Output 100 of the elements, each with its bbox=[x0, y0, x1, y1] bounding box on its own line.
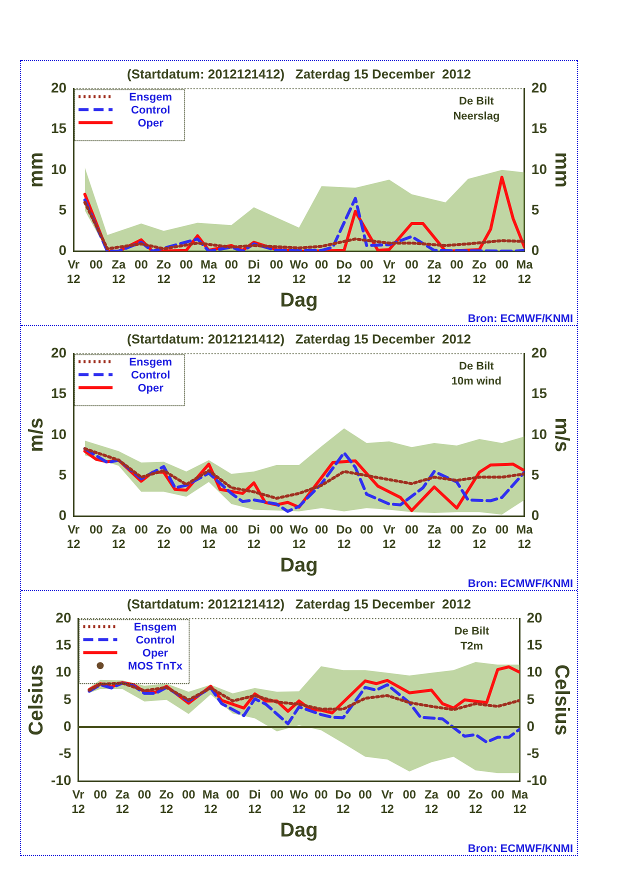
x-tick-label: Do 12 bbox=[336, 522, 352, 552]
x-tick-label: Vr 12 bbox=[66, 258, 81, 286]
y2-tick-label: 20 bbox=[526, 609, 543, 626]
x-tick-label: 00 bbox=[270, 788, 284, 802]
y-tick-label: 10 bbox=[56, 664, 72, 680]
x-tick-label: Vr 12 bbox=[380, 788, 394, 816]
y-tick-label: 0 bbox=[58, 507, 67, 524]
legend-label: Ensgem bbox=[129, 92, 172, 104]
chart-title: (Startdatum: 2012121412) Zaterdag 15 December 2012 bbox=[127, 596, 471, 612]
y2-tick-label: 5 bbox=[526, 690, 535, 707]
x-tick-label: Di 12 bbox=[248, 788, 262, 816]
x-tick-label: 00 bbox=[491, 788, 505, 802]
annotation: De Bilt bbox=[454, 626, 490, 638]
y2-tick-label: 15 bbox=[531, 385, 548, 402]
x-tick-label: 00 bbox=[270, 258, 284, 272]
text: Bron: ECMWF/KNMI bbox=[468, 843, 573, 855]
x-tick-label: Wo 12 bbox=[290, 788, 308, 816]
x-tick-label: 00 bbox=[182, 788, 196, 802]
y2-tick-label: 0 bbox=[531, 507, 540, 524]
y2-axis-title: Celsius bbox=[550, 664, 572, 736]
x-tick-label: Ma 12 bbox=[200, 522, 218, 552]
x-tick-label: Zo 12 bbox=[156, 258, 172, 286]
y2-tick-label: 10 bbox=[531, 426, 548, 442]
x-tick-label: 00 bbox=[224, 522, 238, 537]
x-tick-label: Do 12 bbox=[336, 258, 352, 286]
x-tick-label: 00 bbox=[89, 522, 104, 537]
x-tick-label: 00 bbox=[446, 788, 461, 802]
x-tick-label: 00 bbox=[180, 258, 194, 272]
x-tick-label: Ma 12 bbox=[200, 258, 218, 286]
line-series bbox=[88, 682, 520, 744]
y-tick-label: 10 bbox=[50, 160, 67, 177]
annotation: De Bilt bbox=[459, 360, 494, 373]
x-axis-title: Dag bbox=[280, 554, 318, 577]
y2-tick-label: 20 bbox=[531, 79, 548, 96]
y2-tick-label: 0 bbox=[531, 242, 540, 258]
y2-tick-label: 5 bbox=[531, 466, 540, 482]
x-tick-label: 00 bbox=[358, 788, 372, 802]
x-tick-label: 00 bbox=[134, 522, 148, 537]
x-tick-label: Za 12 bbox=[112, 522, 126, 552]
x-axis-title: Dag bbox=[280, 290, 318, 312]
y-tick-label: 20 bbox=[50, 79, 67, 96]
x-tick-label: Ma 12 bbox=[511, 788, 528, 816]
x-tick-label: Za 12 bbox=[427, 258, 442, 286]
legend-label: Ensgem bbox=[134, 622, 177, 634]
annotation: T2m bbox=[460, 640, 484, 653]
y2-tick-label: 10 bbox=[531, 160, 548, 177]
y2-axis-title: m/s bbox=[550, 418, 572, 452]
line-series bbox=[88, 682, 520, 712]
x-tick-label: Do 12 bbox=[335, 788, 352, 816]
legend-label: Control bbox=[131, 370, 170, 382]
y-axis-title: Celsius bbox=[26, 664, 48, 736]
y-tick-label: 20 bbox=[56, 609, 72, 626]
legend-label: Oper bbox=[138, 382, 164, 395]
x-tick-label: 00 bbox=[450, 522, 464, 537]
y-tick-label: -10 bbox=[51, 772, 72, 788]
y-tick-label: 15 bbox=[56, 636, 72, 653]
annotation: 10m wind bbox=[451, 376, 502, 388]
y2-tick-label: -5 bbox=[526, 744, 540, 761]
x-tick-label: 00 bbox=[138, 788, 152, 802]
x-tick-label: 00 bbox=[450, 258, 464, 272]
x-tick-label: 00 bbox=[224, 258, 238, 272]
x-tick-label: Za 12 bbox=[112, 258, 126, 286]
annotation: De Bilt bbox=[459, 96, 494, 108]
y2-tick-label: 15 bbox=[531, 120, 548, 136]
x-tick-label: 00 bbox=[134, 258, 148, 272]
x-tick-label: Za 12 bbox=[424, 788, 439, 816]
x-tick-label: 00 bbox=[270, 522, 284, 537]
y-tick-label: 5 bbox=[63, 690, 72, 707]
y2-tick-label: 20 bbox=[531, 344, 548, 360]
y2-axis-title: mm bbox=[550, 152, 572, 188]
y-tick-label: 0 bbox=[58, 242, 67, 258]
x-tick-label: 00 bbox=[360, 522, 374, 537]
y2-tick-label: 15 bbox=[526, 636, 543, 653]
x-tick-label: 00 bbox=[314, 258, 329, 272]
x-tick-label: Vr 12 bbox=[382, 522, 396, 552]
x-tick-label: Vr 12 bbox=[72, 788, 86, 816]
legend-label: Control bbox=[136, 634, 175, 647]
x-tick-label: Ma 12 bbox=[516, 522, 534, 552]
x-tick-label: Za 12 bbox=[115, 788, 130, 816]
x-tick-label: Ma 12 bbox=[516, 258, 534, 286]
text: Bron: ECMWF/KNMI bbox=[468, 313, 573, 325]
x-tick-label: Di 12 bbox=[247, 522, 261, 552]
y2-tick-label: 10 bbox=[526, 664, 543, 680]
x-tick-label: Za 12 bbox=[427, 522, 442, 552]
x-tick-label: Wo 12 bbox=[290, 258, 308, 286]
x-tick-label: Ma 12 bbox=[202, 788, 220, 816]
x-tick-label: 00 bbox=[495, 522, 509, 537]
y-tick-label: 0 bbox=[63, 718, 72, 734]
legend-label: MOS TnTx bbox=[128, 660, 184, 673]
x-tick-label: 00 bbox=[405, 258, 419, 272]
y-tick-label: 15 bbox=[50, 385, 67, 402]
x-tick-label: Zo 12 bbox=[468, 788, 483, 816]
x-axis-title: Dag bbox=[280, 820, 318, 842]
x-tick-label: 00 bbox=[89, 258, 104, 272]
y2-tick-label: 0 bbox=[526, 718, 535, 734]
y-tick-label: -5 bbox=[58, 744, 72, 761]
x-tick-label: Wo 12 bbox=[290, 522, 308, 552]
x-tick-label: 00 bbox=[314, 788, 328, 802]
x-tick-label: Zo 12 bbox=[472, 522, 487, 552]
text: Bron: ECMWF/KNMI bbox=[468, 578, 573, 590]
